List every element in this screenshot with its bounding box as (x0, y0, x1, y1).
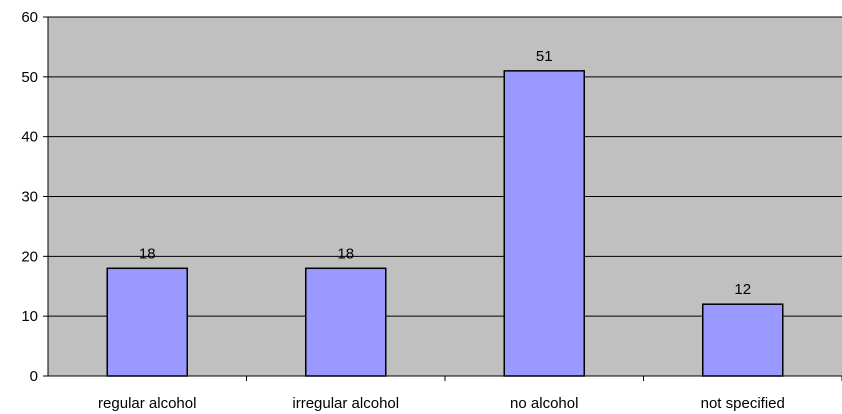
y-tick-label-50: 50 (21, 69, 38, 86)
y-tick-label-10: 10 (21, 308, 38, 325)
y-axis-ticks: 0 10 20 30 40 50 60 (21, 9, 48, 385)
x-category-label-irregular-alcohol: irregular alcohol (292, 395, 399, 412)
bar-irregular-alcohol (305, 267, 387, 377)
y-tick-label-60: 60 (21, 9, 38, 26)
y-tick-label-20: 20 (21, 248, 38, 265)
y-tick-label-0: 0 (30, 368, 38, 385)
data-labels: 18 18 51 12 (139, 48, 751, 298)
bars (106, 70, 784, 377)
bar-no-alcohol (503, 70, 585, 377)
y-tick-label-30: 30 (21, 189, 38, 206)
data-label-not-specified: 12 (734, 281, 751, 298)
y-tick-label-40: 40 (21, 129, 38, 146)
data-label-no-alcohol: 51 (536, 48, 553, 65)
data-label-regular-alcohol: 18 (139, 245, 156, 262)
bar-not-specified (702, 303, 784, 377)
x-category-label-regular-alcohol: regular alcohol (98, 395, 196, 412)
data-label-irregular-alcohol: 18 (337, 245, 354, 262)
bar-regular-alcohol (106, 267, 188, 377)
x-axis-ticks: regular alcohol irregular alcohol no alcoh… (98, 376, 842, 412)
x-category-label-not-specified: not specified (701, 395, 785, 412)
x-category-label-no-alcohol: no alcohol (510, 395, 578, 412)
